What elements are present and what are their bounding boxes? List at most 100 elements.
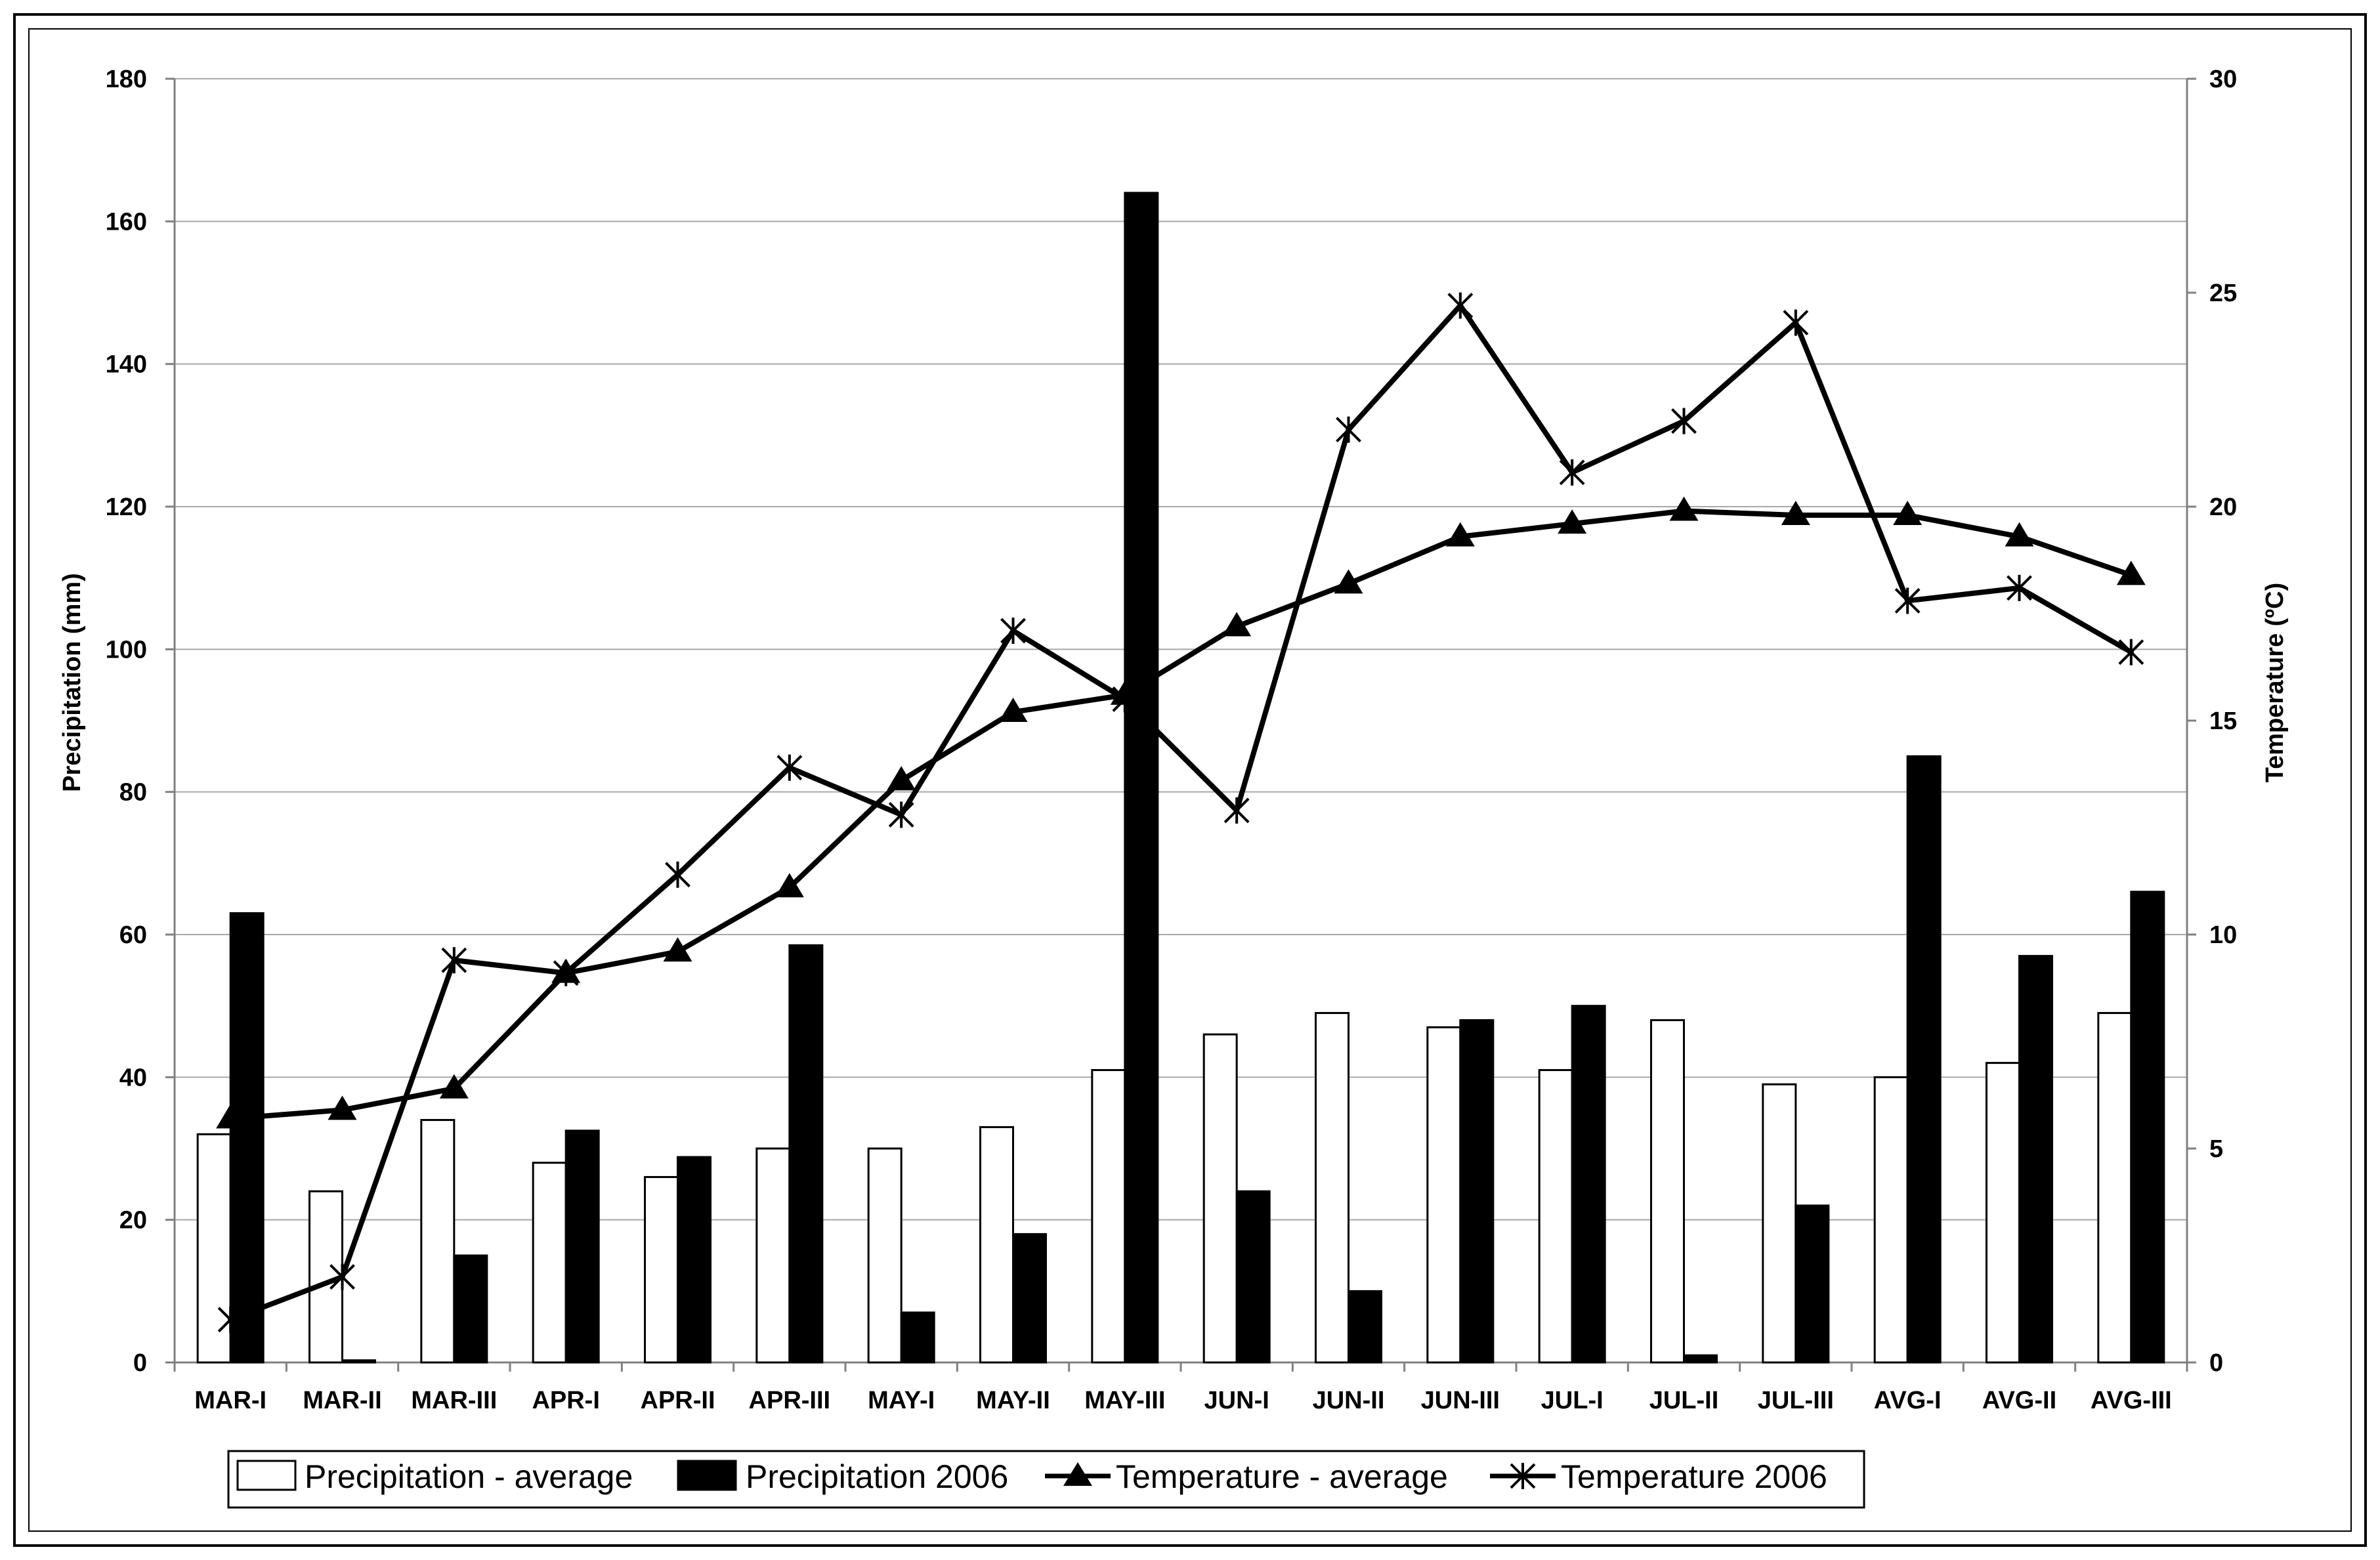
tick-labels: 0 20 40 60 80 100 120 140 160 180 0 5 10 15 20 25 30 MAR-… <box>106 66 2238 1414</box>
x-tick-label: AVG-I <box>1874 1387 1942 1414</box>
legend: Precipitation - average Precipitation 20… <box>227 1450 1865 1509</box>
bar-precip-average <box>532 1162 567 1364</box>
marker-temp-2006 <box>1447 292 1474 319</box>
y-tick-label-left: 140 <box>106 351 147 379</box>
x-tick-label: MAR-III <box>411 1387 497 1414</box>
marker-temp-2006 <box>441 947 467 974</box>
y-tick-label-left: 40 <box>119 1064 147 1091</box>
bar-precip-2006 <box>1683 1354 1718 1364</box>
line-temp-2006 <box>228 303 2134 1322</box>
marker-temp-average <box>1893 501 1923 526</box>
marker-temp-average <box>887 766 916 791</box>
legend-label-temp-2006: Temperature 2006 <box>1561 1458 1827 1495</box>
legend-swatch-precip-average <box>236 1460 297 1491</box>
x-tick-label: MAY-I <box>868 1387 935 1414</box>
marker-temp-2006 <box>888 801 914 828</box>
marker-temp-2006 <box>1894 587 1921 614</box>
marker-temp-average <box>1222 612 1252 637</box>
legend-swatch-temp-2006-marker <box>1510 1463 1536 1489</box>
x-tick-label: AVG-III <box>2091 1387 2172 1414</box>
marker-temp-average <box>998 697 1028 722</box>
y-tick-label-right: 15 <box>2209 707 2237 735</box>
marker-temp-average <box>1445 522 1475 547</box>
bar-precip-2006 <box>564 1129 600 1364</box>
x-tick-label: MAR-I <box>194 1387 266 1414</box>
bar-precip-2006 <box>1348 1290 1382 1364</box>
legend-label-precip-2006: Precipitation 2006 <box>746 1458 1008 1495</box>
bar-precip-2006 <box>2018 955 2053 1364</box>
x-tick-label: MAY-III <box>1084 1387 1165 1414</box>
inner-frame <box>28 28 2352 1532</box>
marker-temp-2006 <box>217 1306 244 1333</box>
y-tick-label-right: 30 <box>2209 66 2237 93</box>
bar-precip-average <box>1538 1068 1573 1364</box>
bar-precip-2006 <box>1906 755 1942 1364</box>
marker-temp-average <box>216 1104 245 1129</box>
bar-precip-average <box>420 1119 456 1364</box>
marker-temp-average <box>2005 522 2034 547</box>
marker-temp-2006 <box>776 754 803 781</box>
x-tick-label: APR-III <box>749 1387 831 1414</box>
line-temp-average <box>228 508 2134 1122</box>
y-tick-label-right: 25 <box>2209 280 2237 307</box>
x-tick-label: JUL-III <box>1758 1387 1834 1414</box>
bar-precip-average <box>1091 1068 1126 1364</box>
marker-temp-average <box>328 1095 357 1120</box>
series-markers <box>216 292 2146 1333</box>
marker-temp-2006 <box>329 1263 355 1290</box>
marker-temp-average <box>775 873 804 898</box>
legend-label-precip-average: Precipitation - average <box>305 1458 633 1495</box>
y-tick-label-right: 10 <box>2209 921 2237 949</box>
x-tick-label: APR-I <box>532 1387 599 1414</box>
bar-precip-average <box>979 1126 1014 1364</box>
bar-precip-2006 <box>1124 192 1159 1364</box>
y-tick-label-right: 0 <box>2209 1349 2223 1377</box>
x-tick-label: JUN-I <box>1204 1387 1269 1414</box>
legend-label-temp-average: Temperature - average <box>1116 1458 1448 1495</box>
y-tick-label-left: 120 <box>106 494 147 521</box>
y-tick-label-left: 80 <box>119 779 147 807</box>
bar-precip-average <box>2097 1012 2133 1364</box>
bar-precip-2006 <box>900 1311 935 1364</box>
marker-temp-2006 <box>1336 416 1361 443</box>
y-tick-label-left: 0 <box>133 1349 147 1377</box>
x-tick-label: JUN-III <box>1421 1387 1500 1414</box>
marker-temp-2006 <box>1000 618 1026 644</box>
bar-precip-average <box>1762 1083 1797 1364</box>
legend-box <box>227 1450 1865 1509</box>
axes <box>165 77 2196 1372</box>
y-tick-label-right: 20 <box>2209 494 2237 521</box>
marker-temp-2006 <box>553 959 579 986</box>
y-tick-label-left: 160 <box>106 208 147 236</box>
y-tick-label-left: 100 <box>106 636 147 664</box>
x-tick-label: JUN-II <box>1313 1387 1385 1414</box>
bar-precip-2006 <box>1459 1019 1495 1364</box>
y-tick-label-right: 5 <box>2209 1135 2223 1163</box>
x-tick-label: MAY-II <box>976 1387 1050 1414</box>
series-lines <box>228 303 2134 1322</box>
bar-precip-2006 <box>1012 1233 1047 1364</box>
legend-swatch-precip-2006 <box>677 1460 737 1491</box>
bar-precip-2006 <box>2130 891 2165 1364</box>
bar-precip-average <box>644 1175 679 1364</box>
marker-temp-average <box>1334 569 1363 594</box>
x-tick-label: JUL-II <box>1649 1387 1719 1414</box>
marker-temp-average <box>1669 496 1699 521</box>
y-tick-label-left: 60 <box>119 921 147 949</box>
bar-precip-2006 <box>229 912 265 1364</box>
marker-temp-2006 <box>1112 686 1138 713</box>
bar-precip-2006 <box>1795 1204 1830 1364</box>
bar-precip-2006 <box>677 1156 712 1364</box>
bar-precip-average <box>1873 1076 1909 1364</box>
marker-temp-2006 <box>665 861 691 888</box>
marker-temp-average <box>1781 501 1810 526</box>
y-tick-label-left: 20 <box>119 1207 147 1234</box>
marker-temp-2006 <box>1671 408 1697 434</box>
bar-precip-2006 <box>453 1254 488 1364</box>
bar-precip-average <box>755 1147 791 1364</box>
marker-temp-2006 <box>2007 574 2032 601</box>
marker-temp-average <box>663 937 692 962</box>
bar-precip-2006 <box>1571 1005 1606 1364</box>
